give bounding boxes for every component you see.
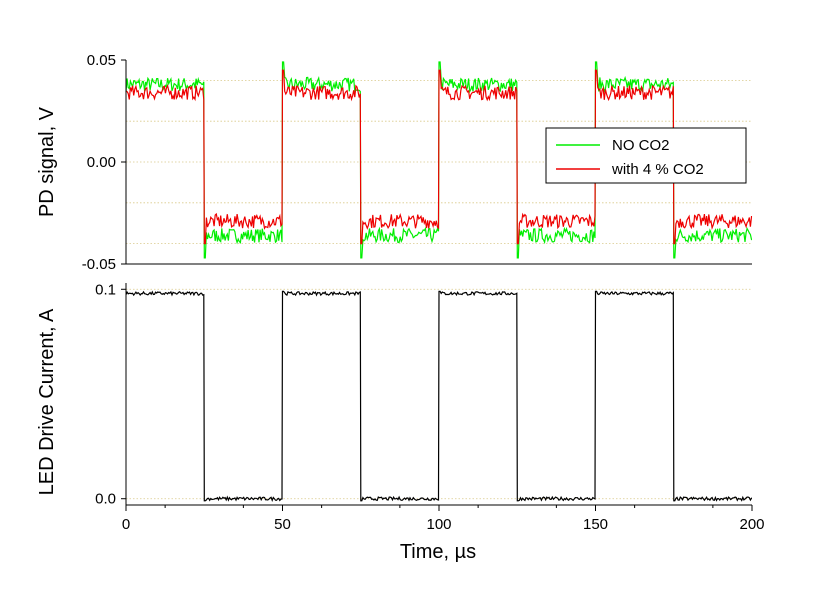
legend-label-no-co2: NO CO2 (612, 137, 670, 154)
x-axis-title: Time, µs (400, 541, 476, 563)
y-tick-label: 0.1 (95, 281, 116, 298)
x-tick-label: 100 (426, 516, 451, 533)
x-tick-label: 0 (122, 516, 130, 533)
y-tick-label: 0.05 (87, 52, 116, 69)
x-tick-label: 200 (739, 516, 764, 533)
pd-y-ticks: 0.05 0.00 -0.05 (82, 52, 126, 273)
y-tick-label: 0.00 (87, 154, 116, 171)
y-tick-label: 0.0 (95, 491, 116, 508)
series-line-0 (125, 61, 753, 259)
series-line-1 (125, 69, 753, 245)
led-series-group (125, 290, 753, 502)
x-tick-label: 150 (583, 516, 608, 533)
legend-label-with-co2: with 4 % CO2 (611, 161, 704, 178)
time-x-ticks: 0 50 100 150 200 (122, 505, 765, 533)
pd-signal-panel: 0.05 0.00 -0.05 PD signal, V NO CO2 with 4… (36, 52, 753, 273)
legend: NO CO2 with 4 % CO2 (545, 127, 747, 184)
series-line-0 (125, 290, 753, 502)
led-current-panel: 0.1 0.0 0 50 100 150 200 LED Drive Current, A… (36, 281, 765, 563)
led-y-ticks: 0.1 0.0 (95, 281, 126, 508)
x-tick-label: 50 (274, 516, 291, 533)
pd-y-axis-title: PD signal, V (36, 106, 58, 217)
led-y-axis-title: LED Drive Current, A (36, 308, 58, 495)
pd-series-group (125, 61, 753, 259)
y-tick-label: -0.05 (82, 256, 116, 273)
legend-box (545, 127, 747, 184)
